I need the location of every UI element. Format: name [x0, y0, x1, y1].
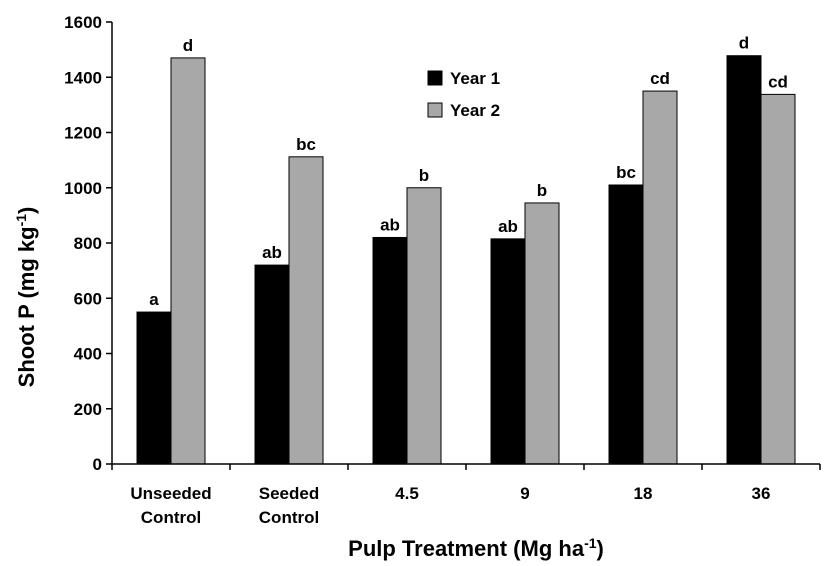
significance-label: bc	[296, 135, 316, 154]
x-tick-label: Control	[259, 508, 319, 527]
x-tick-label: 4.5	[395, 484, 419, 503]
y-axis-title: Shoot P (mg kg-1)	[13, 207, 39, 388]
significance-label: a	[149, 290, 159, 309]
bar-year-2	[288, 156, 324, 465]
significance-label: cd	[768, 72, 788, 91]
y-tick-label: 1400	[64, 68, 102, 87]
bar-year-2	[642, 90, 678, 465]
x-tick-label: Seeded	[259, 484, 319, 503]
bar-year-2	[760, 93, 796, 465]
x-tick-label: 36	[752, 484, 771, 503]
y-tick-label: 200	[74, 400, 102, 419]
x-axis-title: Pulp Treatment (Mg ha-1)	[348, 535, 604, 561]
y-tick-label: 1000	[64, 179, 102, 198]
y-tick-label: 400	[74, 345, 102, 364]
bar-year-1	[136, 311, 172, 465]
significance-label: b	[419, 166, 429, 185]
y-tick-label: 600	[74, 289, 102, 308]
legend-label: Year 1	[450, 69, 500, 88]
y-tick-label: 0	[93, 455, 102, 474]
significance-label: ab	[498, 217, 518, 236]
bar-year-1	[726, 55, 762, 465]
significance-label: ab	[262, 243, 282, 262]
legend: Year 1 Year 2	[427, 69, 500, 120]
legend-swatch	[427, 102, 443, 118]
bars	[136, 55, 796, 465]
y-tick-label: 800	[74, 234, 102, 253]
significance-label: bc	[616, 163, 636, 182]
legend-label: Year 2	[450, 101, 500, 120]
x-tick-label: 9	[520, 484, 529, 503]
x-tick-label: 18	[634, 484, 653, 503]
legend-swatch	[427, 70, 443, 86]
significance-label: d	[739, 34, 749, 53]
significance-label: cd	[650, 69, 670, 88]
y-tick-label: 1600	[64, 13, 102, 32]
x-tick-label: Control	[141, 508, 201, 527]
bar-year-2	[524, 202, 560, 465]
x-axis-ticks: Unseeded Control Seeded Control 4.5 9 18 36	[111, 464, 821, 527]
bar-year-1	[608, 184, 644, 465]
significance-label: ab	[380, 215, 400, 234]
significance-label: d	[183, 36, 193, 55]
y-tick-label: 1200	[64, 124, 102, 143]
bar-year-1	[372, 236, 408, 465]
bar-year-1	[254, 264, 290, 465]
bar-year-2	[406, 187, 442, 465]
y-axis-ticks: 0 200 400 600 800 1000 1200 1400 1600	[64, 13, 112, 474]
bar-year-1	[490, 238, 526, 465]
x-tick-label: Unseeded	[130, 484, 211, 503]
significance-label: b	[537, 181, 547, 200]
bar-year-2	[170, 57, 206, 465]
